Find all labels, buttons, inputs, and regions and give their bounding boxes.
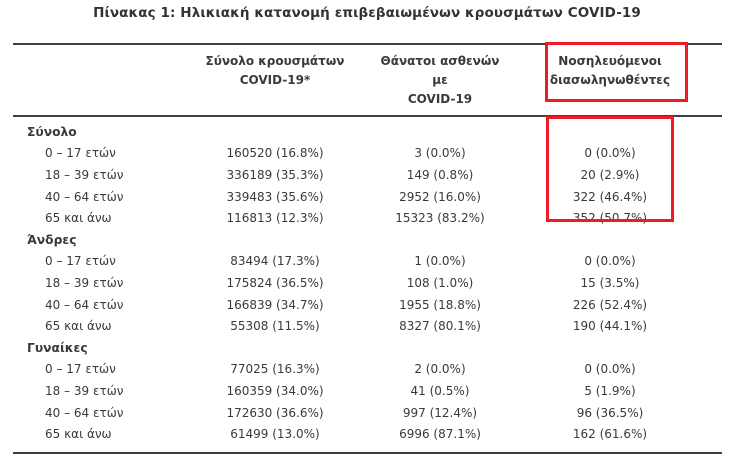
age-label: 0 – 17 ετών xyxy=(45,362,116,377)
header-deaths-line1: Θάνατοι ασθενών με xyxy=(380,54,500,87)
table-row: 40 – 64 ετών 172630 (36.6%) 997 (12.4%) … xyxy=(13,402,722,424)
table-body: Σύνολο 0 – 17 ετών 160520 (16.8%) 3 (0.0… xyxy=(13,117,722,452)
table-row: 18 – 39 ετών 336189 (35.3%) 149 (0.8%) 2… xyxy=(13,164,722,186)
intubated-value: 352 (50.7%) xyxy=(572,211,648,226)
table-row: 18 – 39 ετών 175824 (36.5%) 108 (1.0%) 1… xyxy=(13,272,722,294)
intubated-value: 226 (52.4%) xyxy=(572,297,648,312)
header-total-cases-line1: Σύνολο κρουσμάτων xyxy=(205,54,345,68)
age-label: 18 – 39 ετών xyxy=(45,275,124,290)
section-label-women: Γυναίκες xyxy=(27,340,88,355)
table-row: 40 – 64 ετών 339483 (35.6%) 2952 (16.0%)… xyxy=(13,186,722,208)
cases-value: 61499 (13.0%) xyxy=(230,427,320,442)
header-intubated-line2: διασωληνωθέντες xyxy=(549,73,671,87)
table-row: 0 – 17 ετών 83494 (17.3%) 1 (0.0%) 0 (0.… xyxy=(13,251,722,273)
covid-age-distribution-table: Σύνολο κρουσμάτων COVID-19* Θάνατοι ασθε… xyxy=(13,43,722,454)
cases-value: 175824 (36.5%) xyxy=(226,275,324,290)
table-header-row: Σύνολο κρουσμάτων COVID-19* Θάνατοι ασθε… xyxy=(13,45,722,117)
cases-value: 336189 (35.3%) xyxy=(226,167,324,182)
deaths-value: 1955 (18.8%) xyxy=(399,297,481,312)
section-label-men: Άνδρες xyxy=(27,232,77,247)
deaths-value: 2952 (16.0%) xyxy=(399,189,481,204)
intubated-value: 322 (46.4%) xyxy=(572,189,648,204)
header-total-cases-line2: COVID-19* xyxy=(239,73,311,87)
intubated-value: 0 (0.0%) xyxy=(584,362,636,377)
section-header-row: Γυναίκες xyxy=(13,337,722,359)
age-label: 65 και άνω xyxy=(45,211,112,226)
header-total-cases: Σύνολο κρουσμάτων COVID-19* xyxy=(175,52,375,109)
cases-value: 77025 (16.3%) xyxy=(230,362,320,377)
deaths-value: 2 (0.0%) xyxy=(414,362,466,377)
table-row: 40 – 64 ετών 166839 (34.7%) 1955 (18.8%)… xyxy=(13,294,722,316)
deaths-value: 15323 (83.2%) xyxy=(395,211,485,226)
cases-value: 172630 (36.6%) xyxy=(226,405,324,420)
age-label: 65 και άνω xyxy=(45,427,112,442)
header-deaths: Θάνατοι ασθενών με COVID-19 xyxy=(375,52,505,109)
age-label: 18 – 39 ετών xyxy=(45,167,124,182)
table-row: 0 – 17 ετών 77025 (16.3%) 2 (0.0%) 0 (0.… xyxy=(13,359,722,381)
table-row: 65 και άνω 55308 (11.5%) 8327 (80.1%) 19… xyxy=(13,315,722,337)
deaths-value: 6996 (87.1%) xyxy=(399,427,481,442)
deaths-value: 3 (0.0%) xyxy=(414,146,466,161)
table-row: 65 και άνω 116813 (12.3%) 15323 (83.2%) … xyxy=(13,207,722,229)
section-header-row: Άνδρες xyxy=(13,229,722,251)
cases-value: 160520 (16.8%) xyxy=(226,146,324,161)
age-label: 65 και άνω xyxy=(45,319,112,334)
intubated-value: 0 (0.0%) xyxy=(584,146,636,161)
intubated-value: 5 (1.9%) xyxy=(584,383,636,398)
section-label-total: Σύνολο xyxy=(27,124,77,139)
intubated-value: 190 (44.1%) xyxy=(572,319,648,334)
section-header-row: Σύνολο xyxy=(13,121,722,143)
age-label: 0 – 17 ετών xyxy=(45,146,116,161)
deaths-value: 149 (0.8%) xyxy=(406,167,474,182)
age-label: 0 – 17 ετών xyxy=(45,254,116,269)
deaths-value: 997 (12.4%) xyxy=(402,405,478,420)
cases-value: 339483 (35.6%) xyxy=(226,189,324,204)
deaths-value: 41 (0.5%) xyxy=(410,383,470,398)
deaths-value: 8327 (80.1%) xyxy=(399,319,481,334)
intubated-value: 96 (36.5%) xyxy=(576,405,644,420)
deaths-value: 1 (0.0%) xyxy=(414,254,466,269)
table-title: Πίνακας 1: Ηλικιακή κατανομή επιβεβαιωμέ… xyxy=(93,5,641,21)
age-label: 18 – 39 ετών xyxy=(45,383,124,398)
cases-value: 116813 (12.3%) xyxy=(226,211,324,226)
age-label: 40 – 64 ετών xyxy=(45,405,124,420)
cases-value: 166839 (34.7%) xyxy=(226,297,324,312)
intubated-value: 162 (61.6%) xyxy=(572,427,648,442)
intubated-value: 0 (0.0%) xyxy=(584,254,636,269)
cases-value: 55308 (11.5%) xyxy=(230,319,320,334)
deaths-value: 108 (1.0%) xyxy=(406,275,474,290)
header-intubated-line1: Νοσηλευόμενοι xyxy=(558,54,662,68)
header-spacer xyxy=(13,52,175,109)
table-row: 65 και άνω 61499 (13.0%) 6996 (87.1%) 16… xyxy=(13,423,722,445)
cases-value: 83494 (17.3%) xyxy=(230,254,320,269)
age-label: 40 – 64 ετών xyxy=(45,297,124,312)
table-row: 0 – 17 ετών 160520 (16.8%) 3 (0.0%) 0 (0… xyxy=(13,143,722,165)
age-label: 40 – 64 ετών xyxy=(45,189,124,204)
table-row: 18 – 39 ετών 160359 (34.0%) 41 (0.5%) 5 … xyxy=(13,380,722,402)
intubated-value: 20 (2.9%) xyxy=(580,167,640,182)
intubated-value: 15 (3.5%) xyxy=(580,275,640,290)
header-deaths-line2: COVID-19 xyxy=(407,92,473,106)
cases-value: 160359 (34.0%) xyxy=(226,383,324,398)
header-intubated: Νοσηλευόμενοι διασωληνωθέντες xyxy=(505,52,715,109)
